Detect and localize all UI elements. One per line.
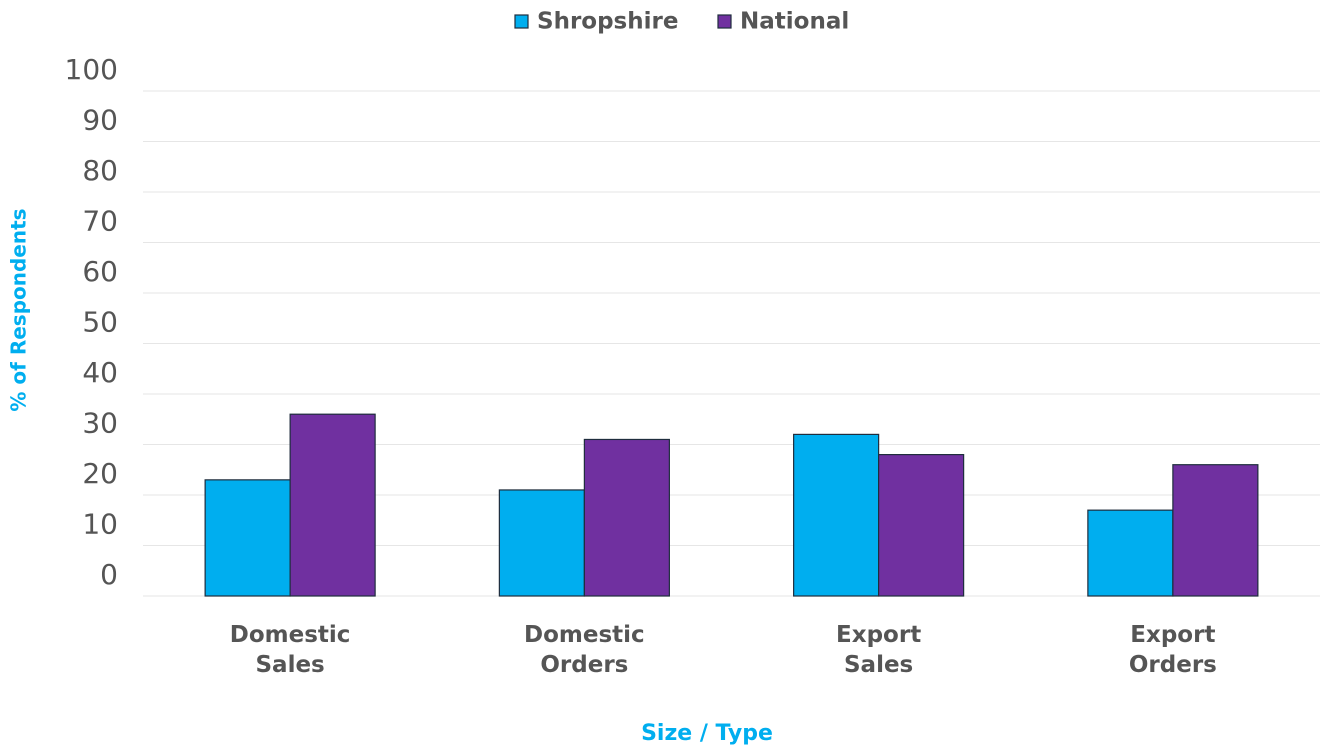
- bar: [878, 454, 965, 597]
- y-tick-label: 30: [82, 407, 118, 440]
- y-tick-label: 90: [82, 104, 118, 137]
- y-tick-label: 20: [82, 457, 118, 490]
- x-tick-label: Export Sales: [799, 620, 959, 680]
- legend-swatch: [717, 14, 732, 29]
- bar: [583, 438, 670, 597]
- x-tick-text: Export Orders: [1128, 622, 1217, 678]
- legend-swatch: [514, 14, 529, 29]
- legend-label: Shropshire: [537, 9, 678, 35]
- y-tick-label: 80: [82, 154, 118, 187]
- bar: [793, 433, 880, 597]
- y-tick-label: 50: [82, 306, 118, 339]
- x-tick-text: Domestic Sales: [229, 622, 351, 678]
- y-axis-label: % of Respondents: [7, 208, 31, 411]
- y-tick-label: 70: [82, 205, 118, 238]
- x-tick-label: Domestic Orders: [504, 620, 664, 680]
- legend-label: National: [740, 9, 849, 35]
- y-tick-label: 60: [82, 255, 118, 288]
- y-tick-label: 10: [82, 508, 118, 541]
- y-tick-label: 0: [100, 558, 118, 591]
- x-tick-label: Domestic Sales: [210, 620, 370, 680]
- x-tick-text: Domestic Orders: [524, 622, 645, 678]
- x-axis-label: Size / Type: [641, 721, 773, 746]
- bar: [289, 413, 376, 597]
- y-tick-label: 100: [65, 53, 118, 86]
- bar: [204, 479, 291, 597]
- x-tick-text: Export Sales: [836, 622, 922, 678]
- bar: [498, 489, 585, 597]
- x-tick-label: Export Orders: [1093, 620, 1253, 680]
- bar: [1172, 464, 1259, 597]
- bar: [1087, 509, 1174, 597]
- y-tick-label: 40: [82, 356, 118, 389]
